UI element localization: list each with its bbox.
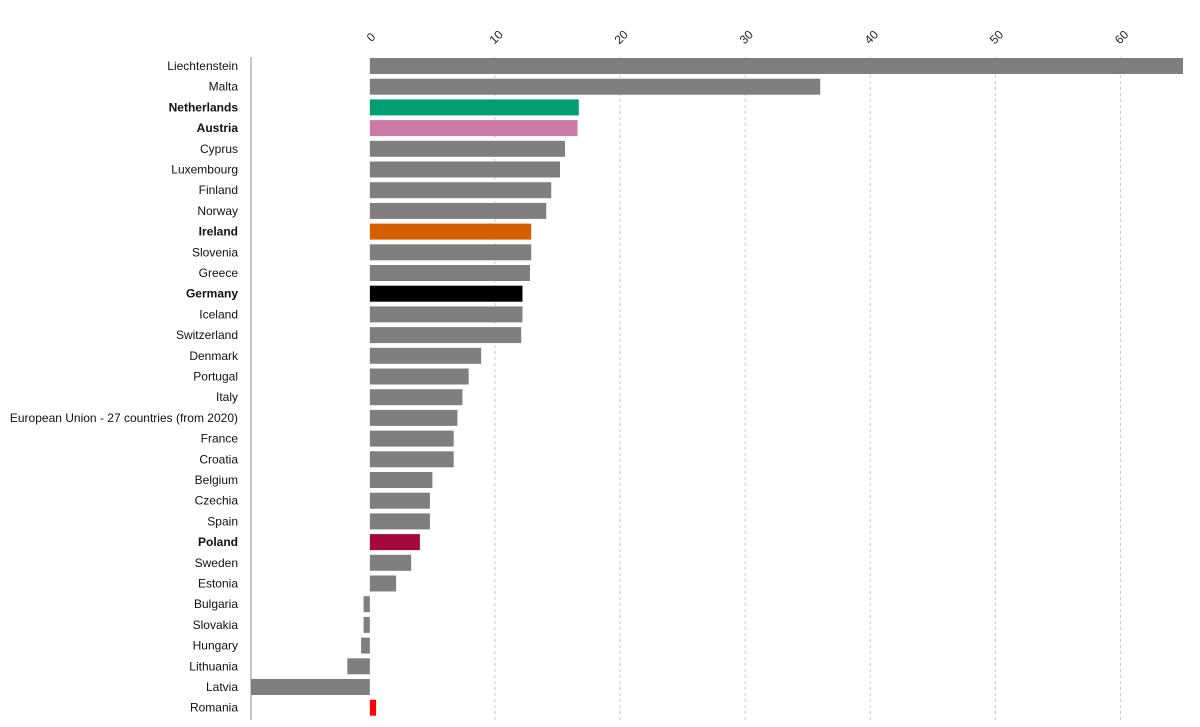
category-label: Ireland: [199, 225, 238, 239]
bar: [369, 120, 578, 137]
category-label: Spain: [207, 514, 238, 528]
bar: [369, 513, 430, 530]
category-label: Switzerland: [176, 328, 238, 342]
bar: [369, 223, 532, 240]
x-tick-label: 60: [1112, 27, 1132, 47]
x-tick-label: 30: [737, 27, 757, 47]
bar: [369, 472, 433, 488]
bar: [369, 699, 377, 716]
category-label: Cyprus: [200, 142, 238, 156]
category-label: Norway: [197, 204, 238, 218]
category-label: Malta: [209, 80, 239, 94]
bar: [369, 202, 547, 219]
bar: [369, 451, 454, 468]
bar: [369, 182, 552, 199]
bar: [251, 679, 370, 695]
category-label: Bulgaria: [194, 597, 238, 611]
category-label: Sweden: [195, 556, 238, 570]
bar: [369, 99, 579, 116]
category-label: France: [201, 432, 239, 446]
category-label: Iceland: [199, 307, 238, 321]
category-label: Finland: [199, 183, 238, 197]
bar: [369, 140, 566, 157]
x-tick-label: 10: [486, 27, 506, 47]
category-labels: Liechtenstein Malta Netherlands Austria Cypr…: [10, 59, 239, 715]
bar: [369, 430, 454, 447]
bar: [361, 637, 370, 654]
x-tick-label: 20: [612, 27, 632, 47]
category-label: Slovenia: [192, 245, 238, 259]
category-label: Netherlands: [169, 100, 239, 114]
bar: [369, 244, 532, 261]
x-tick-label: 40: [862, 27, 882, 47]
bar: [369, 368, 469, 385]
category-label: Czechia: [195, 494, 239, 508]
bar: [369, 327, 522, 344]
bar: [369, 575, 397, 592]
category-label: Greece: [199, 266, 239, 280]
bar: [369, 534, 420, 551]
x-axis-ticks: 0 10 20 30 40 50 60: [364, 27, 1132, 47]
bar: [369, 409, 458, 426]
bar: [369, 285, 523, 302]
category-label: Slovakia: [193, 618, 239, 632]
category-label: Estonia: [198, 577, 238, 591]
category-label: Portugal: [193, 370, 238, 384]
category-label: Lithuania: [189, 659, 238, 673]
gridlines: [494, 57, 1121, 720]
category-label: Italy: [216, 390, 238, 404]
bar: [347, 658, 370, 675]
category-label: Croatia: [199, 452, 238, 466]
bars: [251, 58, 1183, 716]
bar: [369, 58, 1183, 74]
category-label: Denmark: [189, 349, 239, 363]
category-label: Latvia: [206, 680, 238, 694]
category-label: Austria: [197, 121, 239, 135]
bar: [369, 554, 412, 571]
x-tick-label: 50: [987, 27, 1007, 47]
bar: [369, 347, 482, 364]
category-label: European Union - 27 countries (from 2020…: [10, 411, 238, 425]
category-label: Hungary: [193, 639, 238, 653]
category-label: Romania: [190, 701, 238, 715]
bar: [369, 265, 530, 281]
category-label: Liechtenstein: [167, 59, 238, 73]
category-label: Germany: [186, 287, 238, 301]
bar: [369, 389, 463, 406]
bar: [363, 596, 370, 613]
bar: [369, 78, 821, 95]
bar: [369, 492, 430, 509]
category-label: Belgium: [195, 473, 238, 487]
bar: [369, 161, 560, 178]
bar: [363, 616, 370, 633]
x-tick-label: 0: [364, 30, 379, 45]
category-label: Luxembourg: [171, 163, 238, 177]
category-label: Poland: [198, 535, 238, 549]
bar: [369, 306, 523, 323]
